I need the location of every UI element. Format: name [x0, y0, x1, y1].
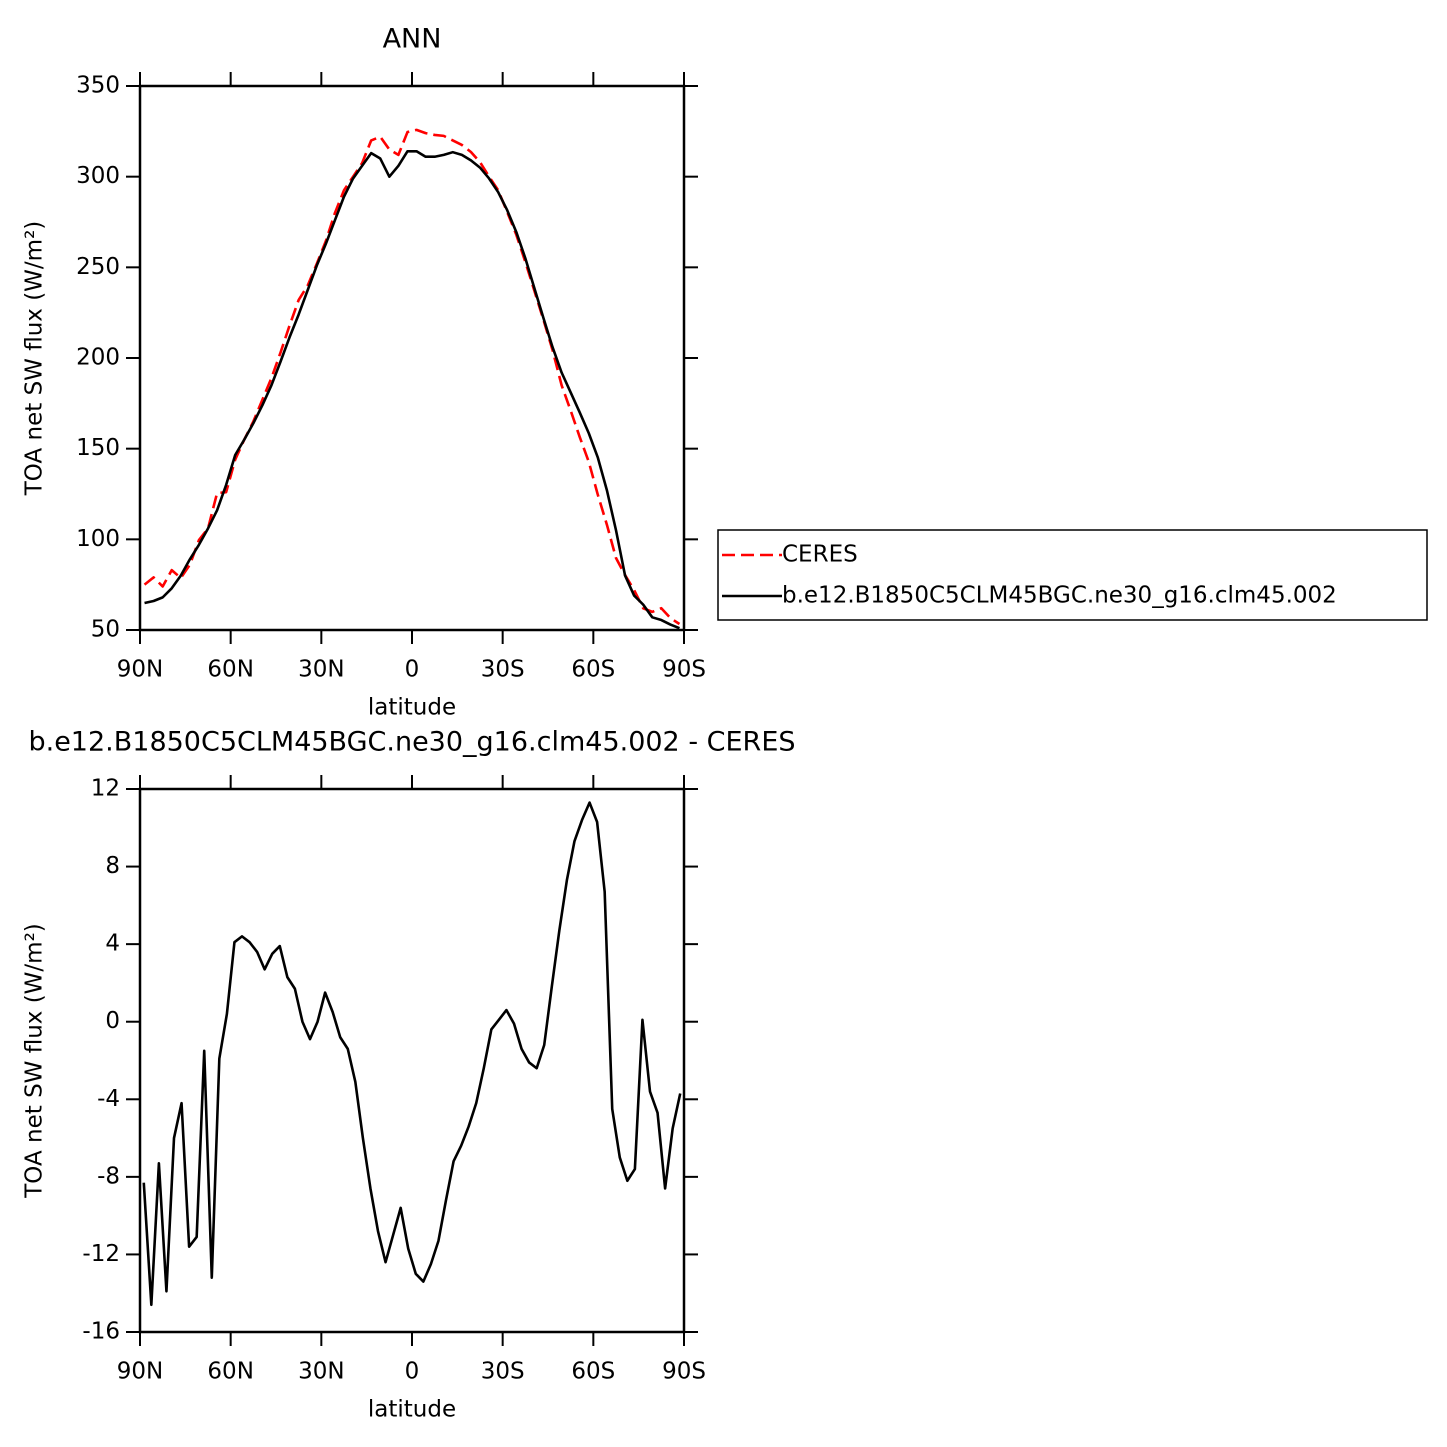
x-axis-label: latitude	[368, 1397, 456, 1423]
x-tick-label: 90N	[117, 1359, 163, 1385]
y-tick-label: 250	[76, 254, 120, 280]
x-tick-label: 60N	[207, 657, 253, 683]
legend-label: CERES	[782, 542, 858, 568]
data-line	[144, 149, 680, 630]
legend-label: b.e12.B1850C5CLM45BGC.ne30_g16.clm45.002	[782, 583, 1337, 609]
x-tick-label: 60S	[571, 1359, 615, 1385]
plot-frame	[138, 84, 686, 632]
y-axis-label: TOA net SW flux (W/m²)	[22, 923, 48, 1199]
x-tick-label: 0	[405, 1359, 420, 1385]
x-tick-label: 90S	[662, 657, 706, 683]
y-tick-label: 8	[105, 853, 120, 879]
y-tick-label: -8	[97, 1163, 120, 1189]
chart-title: ANN	[383, 24, 442, 55]
x-tick-label: 60N	[207, 1359, 253, 1385]
x-tick-label: 60S	[571, 657, 615, 683]
plot-frame	[138, 787, 686, 1334]
y-tick-label: 50	[91, 617, 120, 643]
y-tick-label: 100	[76, 526, 120, 552]
x-axis-label: latitude	[368, 695, 456, 721]
y-tick-label: 12	[91, 776, 120, 802]
y-tick-label: 0	[105, 1008, 120, 1034]
legend-box	[717, 529, 1428, 621]
y-tick-label: -16	[82, 1319, 120, 1345]
x-tick-label: 30S	[481, 1359, 525, 1385]
x-tick-label: 0	[405, 657, 420, 683]
y-tick-label: 350	[76, 73, 120, 99]
x-tick-label: 30N	[298, 657, 344, 683]
y-tick-label: 150	[76, 435, 120, 461]
y-tick-label: 4	[105, 931, 120, 957]
x-tick-label: 30S	[481, 657, 525, 683]
y-tick-label: -4	[97, 1086, 120, 1112]
x-tick-label: 30N	[298, 1359, 344, 1385]
y-tick-label: 200	[76, 345, 120, 371]
chart-title: b.e12.B1850C5CLM45BGC.ne30_g16.clm45.002…	[28, 727, 795, 758]
y-axis-label: TOA net SW flux (W/m²)	[22, 221, 48, 497]
y-tick-label: 300	[76, 163, 120, 189]
data-line	[143, 128, 681, 626]
y-tick-label: -12	[82, 1241, 120, 1267]
data-line	[142, 801, 682, 1307]
x-tick-label: 90N	[117, 657, 163, 683]
x-tick-label: 90S	[662, 1359, 706, 1385]
